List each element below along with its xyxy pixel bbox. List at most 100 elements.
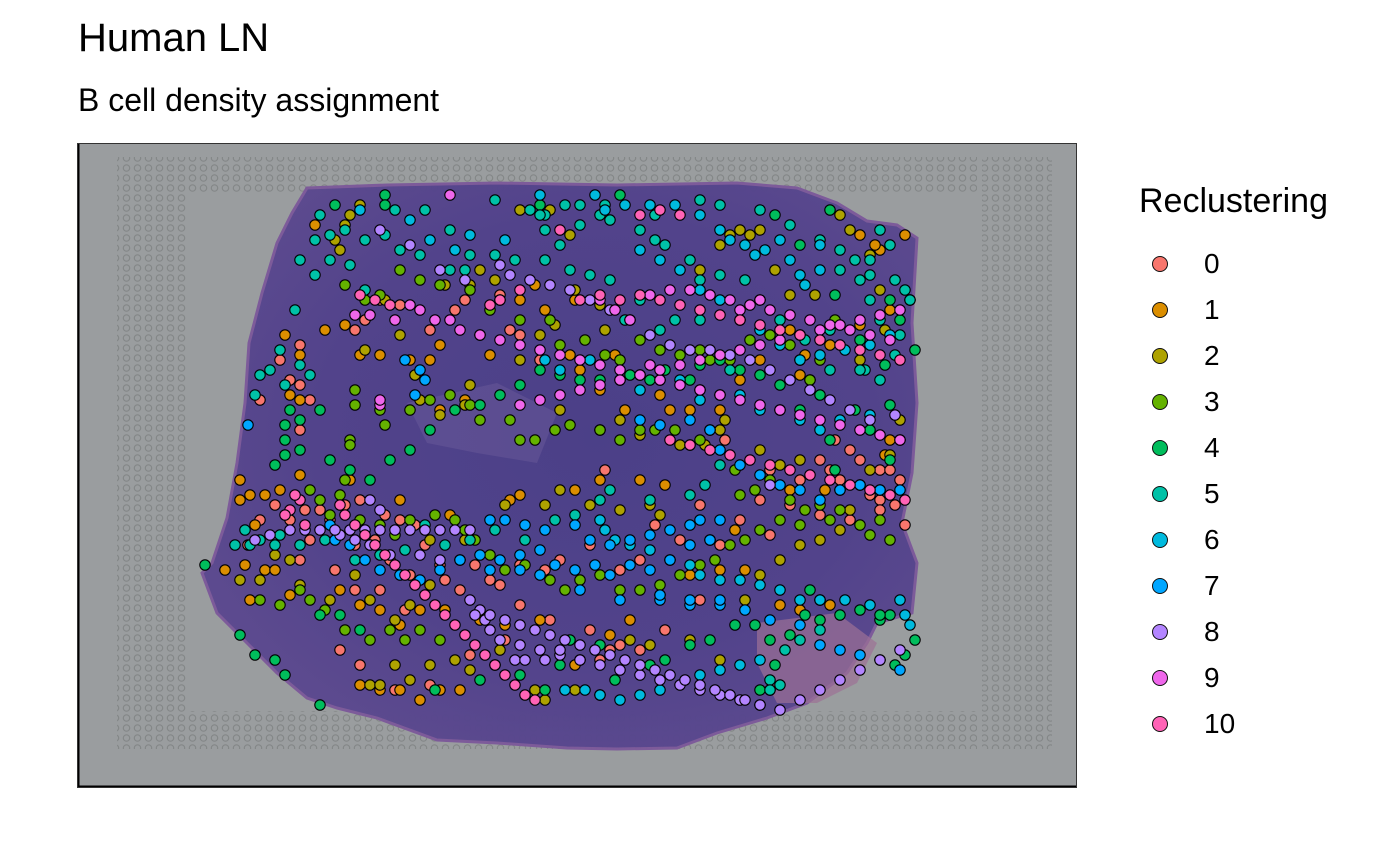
point-cluster-2	[769, 264, 781, 276]
point-cluster-5	[714, 269, 726, 281]
point-cluster-8	[664, 339, 676, 351]
point-cluster-4	[624, 369, 636, 381]
point-cluster-4	[199, 559, 211, 571]
point-cluster-5	[779, 644, 791, 656]
point-cluster-10	[684, 439, 696, 451]
point-cluster-1	[619, 404, 631, 416]
point-cluster-9	[514, 339, 526, 351]
point-cluster-4	[534, 199, 546, 211]
point-cluster-7	[684, 414, 696, 426]
point-cluster-7	[374, 564, 386, 576]
legend-item-6: 6	[1140, 520, 1360, 560]
point-cluster-5	[824, 364, 836, 376]
point-cluster-4	[279, 419, 291, 431]
point-cluster-4	[854, 334, 866, 346]
point-cluster-4	[494, 389, 506, 401]
point-cluster-2	[489, 274, 501, 286]
point-cluster-2	[514, 354, 526, 366]
point-cluster-6	[674, 264, 686, 276]
point-cluster-1	[594, 474, 606, 486]
point-cluster-6	[584, 354, 596, 366]
point-cluster-0	[394, 514, 406, 526]
point-cluster-2	[654, 509, 666, 521]
point-cluster-9	[664, 284, 676, 296]
point-cluster-1	[414, 694, 426, 706]
point-cluster-2	[404, 674, 416, 686]
point-cluster-0	[454, 584, 466, 596]
point-cluster-0	[514, 599, 526, 611]
point-cluster-9	[894, 304, 906, 316]
legend-item-4: 4	[1140, 428, 1360, 468]
point-cluster-5	[489, 194, 501, 206]
point-cluster-2	[404, 599, 416, 611]
point-cluster-3	[734, 489, 746, 501]
point-cluster-1	[534, 614, 546, 626]
point-cluster-4	[314, 404, 326, 416]
point-cluster-9	[844, 324, 856, 336]
point-cluster-1	[219, 564, 231, 576]
point-cluster-2	[774, 554, 786, 566]
point-cluster-7	[604, 539, 616, 551]
point-cluster-9	[874, 309, 886, 321]
point-cluster-1	[319, 324, 331, 336]
point-cluster-8	[614, 664, 626, 676]
point-cluster-5	[539, 254, 551, 266]
point-cluster-9	[734, 394, 746, 406]
point-cluster-9	[814, 414, 826, 426]
point-cluster-8	[529, 624, 541, 636]
point-cluster-0	[269, 499, 281, 511]
point-cluster-10	[874, 349, 886, 361]
point-cluster-1	[354, 679, 366, 691]
point-cluster-10	[654, 294, 666, 306]
point-cluster-2	[624, 634, 636, 646]
point-cluster-9	[824, 319, 836, 331]
point-cluster-10	[694, 304, 706, 316]
point-cluster-3	[349, 399, 361, 411]
point-cluster-3	[754, 524, 766, 536]
point-cluster-3	[324, 509, 336, 521]
point-cluster-0	[599, 464, 611, 476]
point-cluster-9	[834, 319, 846, 331]
point-cluster-9	[594, 359, 606, 371]
point-cluster-9	[854, 314, 866, 326]
point-cluster-0	[874, 494, 886, 506]
point-cluster-5	[559, 199, 571, 211]
point-cluster-3	[549, 424, 561, 436]
point-cluster-5	[309, 234, 321, 246]
point-cluster-1	[539, 304, 551, 316]
point-cluster-1	[334, 584, 346, 596]
point-cluster-6	[714, 224, 726, 236]
point-cluster-9	[534, 344, 546, 356]
legend-title: Reclustering	[1139, 182, 1328, 220]
point-cluster-2	[424, 659, 436, 671]
point-cluster-0	[294, 554, 306, 566]
point-cluster-1	[269, 564, 281, 576]
point-cluster-1	[309, 219, 321, 231]
legend-key-3	[1152, 394, 1168, 410]
point-cluster-5	[524, 204, 536, 216]
point-cluster-0	[449, 304, 461, 316]
point-cluster-8	[514, 619, 526, 631]
point-cluster-10	[654, 204, 666, 216]
point-cluster-6	[694, 394, 706, 406]
point-cluster-10	[844, 479, 856, 491]
point-cluster-9	[414, 304, 426, 316]
point-cluster-3	[294, 584, 306, 596]
point-cluster-3	[674, 569, 686, 581]
point-cluster-2	[389, 614, 401, 626]
point-cluster-8	[724, 349, 736, 361]
legend-key-10	[1152, 716, 1168, 732]
point-cluster-1	[339, 319, 351, 331]
point-cluster-6	[559, 684, 571, 696]
point-cluster-8	[664, 669, 676, 681]
legend-item-10: 10	[1140, 704, 1360, 744]
point-cluster-5	[854, 274, 866, 286]
point-cluster-0	[874, 464, 886, 476]
point-cluster-3	[704, 354, 716, 366]
point-cluster-7	[604, 569, 616, 581]
point-cluster-0	[304, 534, 316, 546]
point-cluster-8	[374, 524, 386, 536]
point-cluster-3	[599, 349, 611, 361]
point-cluster-8	[649, 664, 661, 676]
point-cluster-6	[794, 354, 806, 366]
